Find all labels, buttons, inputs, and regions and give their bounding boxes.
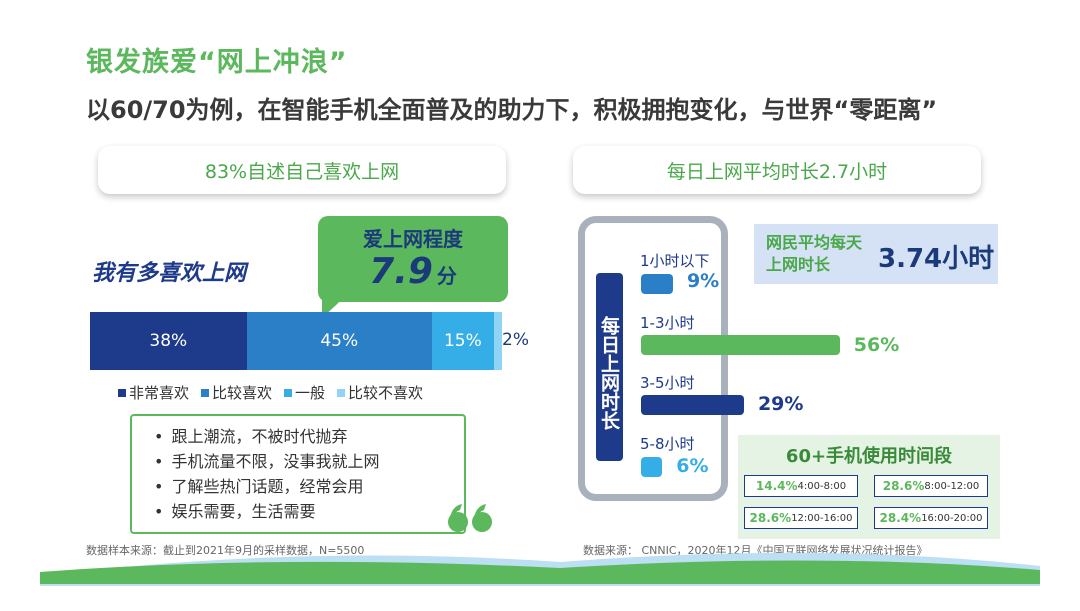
love-score-bubble: 爱上网程度 7.9 分 [318, 216, 508, 318]
like-internet-banner: 83%自述自己喜欢上网 [98, 146, 506, 194]
duration-value: 6% [676, 455, 709, 477]
daily-time-banner-text: 每日上网平均时长2.7小时 [666, 160, 888, 183]
page-title: 银发族爱“网上冲浪” [86, 47, 348, 78]
preference-segment: 38% [90, 312, 247, 370]
duration-bar [641, 395, 744, 415]
usage-time-title: 60+手机使用时间段 [785, 446, 953, 467]
duration-label: 1-3小时 [640, 314, 695, 332]
left-source-note: 数据样本来源：截止到2021年9月的采样数据，N=5500 [86, 544, 365, 557]
duration-value: 56% [853, 334, 900, 356]
legend-swatch [284, 388, 293, 397]
time-slot-cell: 28.6% 12:00-16:00 [744, 507, 858, 529]
love-score-title: 爱上网程度 [363, 227, 463, 251]
daily-time-banner: 每日上网平均时长2.7小时 [573, 146, 981, 194]
legend-label: 一般 [295, 384, 326, 402]
preference-legend: 非常喜欢 比较喜欢 一般 比较不喜欢 [118, 382, 423, 403]
average-time-box: 网民平均每天上网时长 3.74小时 [754, 224, 998, 284]
duration-value: 9% [686, 270, 720, 292]
time-slot-cell: 28.6% 8:00-12:00 [874, 475, 988, 497]
duration-bar [641, 457, 663, 477]
time-slot-range: 12:00-16:00 [791, 512, 853, 524]
time-slot-percent: 28.6% [749, 511, 792, 525]
time-slot-percent: 28.6% [882, 479, 925, 493]
reason-item: 跟上潮流，不被时代抛弃 [154, 424, 464, 449]
preference-segment: 45% [246, 312, 432, 370]
preference-segment-label: 38% [149, 331, 188, 351]
time-slot-percent: 14.4% [755, 479, 798, 493]
usage-time-slots: 60+手机使用时间段 14.4% 4:00-8:00 28.6% 8:00-12:00… [738, 435, 1000, 539]
grass-decoration [40, 552, 1040, 586]
legend-item: 比较不喜欢 [337, 382, 423, 403]
reasons-box: 跟上潮流，不被时代抛弃手机流量不限，没事我就上网了解些热门话题，经常会用娱乐需要… [130, 414, 466, 534]
legend-item: 比较喜欢 [201, 382, 272, 403]
preference-segment-label: 15% [443, 331, 482, 351]
duration-label: 5-8小时 [640, 435, 695, 453]
love-score-value: 7.9 [369, 251, 433, 292]
time-slot-percent: 28.4% [879, 511, 922, 525]
legend-label: 比较喜欢 [212, 384, 273, 402]
duration-bar [641, 335, 840, 355]
preference-segment: 15% [431, 312, 494, 370]
average-time-value: 3.74小时 [878, 244, 995, 274]
time-slot-range: 16:00-20:00 [921, 512, 983, 524]
duration-bar [641, 274, 673, 294]
legend-label: 非常喜欢 [129, 384, 190, 402]
preference-segment-label: 45% [320, 331, 359, 351]
like-internet-banner-text: 83%自述自己喜欢上网 [204, 160, 400, 183]
segment-label-small: 2% [502, 330, 529, 350]
reason-item: 了解些热门话题，经常会用 [154, 474, 464, 499]
average-time-label: 网民平均每天上网时长 [766, 233, 863, 274]
time-slot-cell: 28.4% 16:00-20:00 [874, 507, 988, 529]
how-much-like-label: 我有多喜欢上网 [92, 261, 247, 286]
duration-label: 3-5小时 [640, 374, 695, 392]
duration-value: 29% [757, 393, 804, 415]
time-slot-range: 8:00-12:00 [924, 480, 980, 492]
time-slot-range: 4:00-8:00 [797, 480, 847, 492]
time-slot-cell: 14.4% 4:00-8:00 [744, 475, 858, 497]
reason-item: 娱乐需要，生活需要 [154, 499, 464, 524]
legend-swatch [337, 388, 346, 397]
page-subtitle: 以60/70为例，在智能手机全面普及的助力下，积极拥抱变化，与世界“零距离” [86, 96, 938, 124]
legend-swatch [118, 388, 126, 397]
legend-swatch [201, 388, 210, 397]
quote-icon [448, 504, 492, 532]
duration-label: 1小时以下 [640, 252, 710, 270]
preference-segment [493, 312, 502, 370]
love-score-unit: 分 [436, 264, 457, 288]
reason-item: 手机流量不限，没事我就上网 [154, 449, 464, 474]
daily-time-vertical-label: 每日上网时长 [596, 273, 623, 461]
legend-item: 一般 [284, 382, 325, 403]
legend-label: 比较不喜欢 [348, 384, 424, 402]
preference-stacked-bar: 38% 45% 15% [90, 312, 510, 370]
legend-item: 非常喜欢 [118, 382, 189, 403]
